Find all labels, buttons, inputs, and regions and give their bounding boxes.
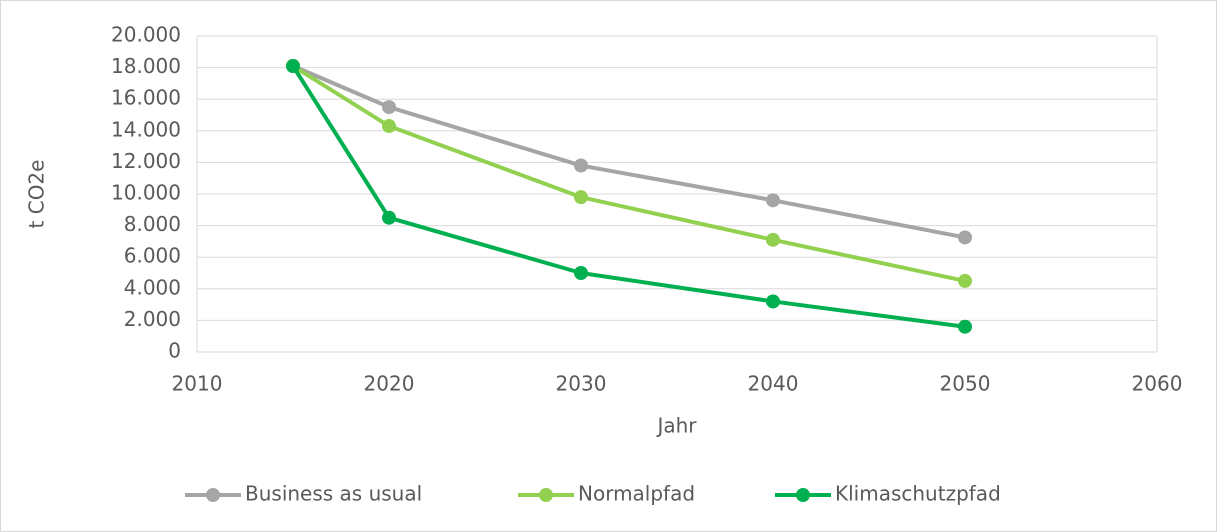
y-tick-label: 20.000 [111,23,181,47]
x-tick-label: 2050 [940,372,991,396]
y-tick-label: 12.000 [111,149,181,173]
x-tick-label: 2030 [556,372,607,396]
point [382,119,396,134]
point [574,158,588,173]
legend-label: Klimaschutzpfad [835,482,1001,506]
point [958,273,972,288]
point [766,294,780,309]
legend-marker [796,488,810,502]
y-axis-label: t CO2e [25,160,49,229]
point [382,210,396,225]
y-tick-label: 10.000 [111,181,181,205]
y-tick-label: 2.000 [124,307,181,331]
y-tick-label: 0 [168,339,181,363]
legend-label: Business as usual [245,482,422,506]
y-tick-label: 8.000 [124,212,181,236]
x-tick-label: 2040 [748,372,799,396]
y-tick-label: 14.000 [111,117,181,141]
point [958,319,972,334]
y-tick-label: 6.000 [124,244,181,268]
x-axis-label: Jahr [655,414,697,438]
point [766,232,780,247]
point [574,266,588,280]
point [766,193,780,208]
legend-marker [206,488,220,502]
legend-label: Normalpfad [578,482,695,506]
y-tick-label: 16.000 [111,86,181,110]
point [286,59,300,74]
x-tick-label: 2010 [172,372,223,396]
y-tick-label: 18.000 [111,54,181,78]
y-tick-label: 4.000 [124,275,181,299]
x-tick-label: 2020 [364,372,415,396]
point [958,230,972,245]
point [382,100,396,115]
x-tick-label: 2060 [1132,372,1183,396]
point [574,190,588,205]
legend-marker [539,488,553,502]
